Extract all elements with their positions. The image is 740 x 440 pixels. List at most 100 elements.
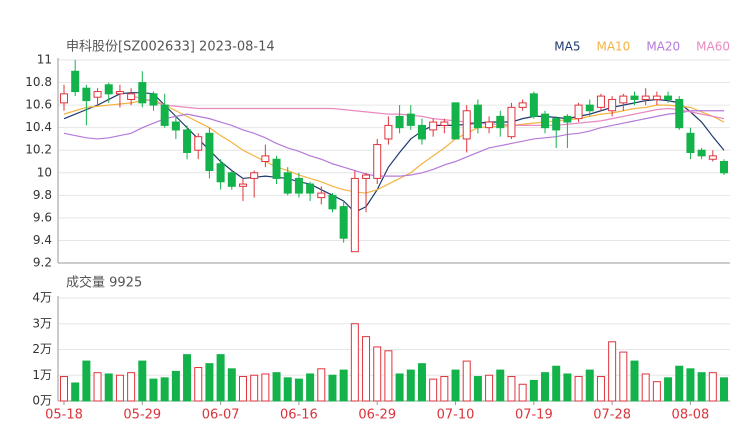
y-tick-label: 0万 bbox=[32, 394, 52, 408]
candle-body bbox=[283, 172, 292, 194]
candle-body bbox=[261, 155, 270, 163]
candle-body bbox=[697, 149, 706, 157]
volume-bar bbox=[317, 368, 326, 402]
volume-bar bbox=[429, 378, 438, 402]
candle-body bbox=[507, 106, 516, 138]
candle-body bbox=[406, 113, 415, 126]
volume-bar bbox=[485, 374, 494, 402]
y-tick-label: 9.6 bbox=[33, 210, 52, 224]
volume-bar bbox=[272, 372, 281, 402]
volume-bar bbox=[294, 378, 303, 402]
volume-bar bbox=[115, 374, 124, 402]
volume-bar bbox=[362, 336, 371, 402]
x-tick-label: 07-28 bbox=[593, 408, 631, 423]
volume-bar bbox=[350, 323, 359, 402]
x-tick-label: 07-19 bbox=[515, 408, 553, 423]
candle-body bbox=[104, 84, 113, 95]
y-tick-label: 11 bbox=[37, 53, 52, 67]
volume-bar bbox=[60, 376, 68, 402]
candle-body bbox=[641, 95, 650, 100]
volume-bar bbox=[194, 367, 203, 402]
volume-bar bbox=[641, 373, 650, 402]
candle-body bbox=[127, 93, 136, 100]
candle-body bbox=[317, 192, 326, 199]
volume-bar bbox=[250, 374, 259, 402]
volume-bar bbox=[585, 369, 594, 402]
y-tick-label: 2万 bbox=[32, 342, 52, 356]
x-tick-label: 05-18 bbox=[45, 408, 83, 423]
volume-bar bbox=[127, 372, 136, 402]
candle-body bbox=[238, 183, 247, 187]
candle-body bbox=[708, 155, 717, 160]
candle-body bbox=[194, 136, 203, 151]
ma-line bbox=[131, 95, 725, 127]
candle-body bbox=[373, 144, 382, 179]
y-tick-label: 10.4 bbox=[25, 120, 52, 134]
volume-bar bbox=[93, 372, 102, 402]
candle-body bbox=[462, 110, 471, 140]
candle-body bbox=[429, 121, 438, 131]
volume-bar bbox=[675, 365, 684, 402]
volume-bar bbox=[563, 373, 572, 402]
x-tick-label: 05-29 bbox=[123, 408, 161, 423]
volume-bar bbox=[238, 376, 247, 402]
y-tick-label: 4万 bbox=[32, 291, 52, 305]
candle-body bbox=[608, 98, 617, 112]
volume-bar bbox=[216, 354, 225, 402]
x-tick-label: 07-10 bbox=[437, 408, 475, 423]
volume-bar bbox=[473, 376, 482, 402]
volume-bar bbox=[552, 365, 561, 402]
candle-body bbox=[216, 163, 225, 183]
candle-body bbox=[619, 95, 628, 104]
candle-body bbox=[384, 124, 393, 140]
volume-bar bbox=[283, 377, 292, 402]
legend-entry: MA60 bbox=[696, 40, 730, 54]
volume-bar bbox=[697, 372, 706, 402]
candle-body bbox=[205, 132, 214, 172]
volume-bar bbox=[373, 346, 382, 402]
legend-entry: MA10 bbox=[596, 40, 630, 54]
candle-body bbox=[115, 91, 124, 95]
volume-bar bbox=[138, 360, 147, 402]
volume-bar bbox=[451, 369, 460, 402]
x-tick-label: 06-29 bbox=[358, 408, 396, 423]
volume-bar bbox=[71, 382, 80, 402]
candle-body bbox=[82, 87, 91, 102]
candle-body bbox=[417, 124, 426, 140]
volume-bar bbox=[619, 351, 628, 402]
volume-bar bbox=[529, 379, 538, 402]
candle-body bbox=[652, 95, 661, 100]
candle-body bbox=[350, 177, 359, 253]
volume-bar bbox=[574, 376, 583, 402]
candle-body bbox=[328, 194, 337, 210]
chart-title: 申科股份[SZ002633] 2023-08-14 bbox=[66, 40, 275, 55]
volume-bar bbox=[708, 372, 717, 402]
candle-body bbox=[664, 95, 673, 100]
candle-body bbox=[227, 172, 236, 187]
volume-bar bbox=[596, 376, 605, 402]
legend-entry: MA5 bbox=[554, 40, 580, 54]
volume-bar bbox=[227, 368, 236, 402]
x-tick-label: 06-07 bbox=[202, 408, 240, 423]
candle-body bbox=[250, 172, 259, 179]
y-tick-label: 10.6 bbox=[25, 98, 52, 112]
candle-body bbox=[451, 102, 460, 140]
x-tick-label: 06-16 bbox=[280, 408, 318, 423]
y-tick-label: 9.4 bbox=[33, 233, 52, 247]
volume-bar bbox=[149, 378, 158, 402]
candle-body bbox=[686, 132, 695, 153]
candle-body bbox=[585, 104, 594, 112]
candle-body bbox=[71, 70, 80, 93]
volume-bar bbox=[183, 354, 192, 402]
volume-bar bbox=[496, 369, 505, 402]
volume-bar bbox=[306, 373, 315, 402]
ma-line bbox=[63, 98, 725, 194]
candle-body bbox=[574, 104, 583, 120]
candle-body bbox=[171, 121, 180, 131]
y-tick-label: 10 bbox=[37, 165, 52, 179]
y-tick-label: 9.8 bbox=[33, 188, 52, 202]
volume-bar bbox=[652, 381, 661, 402]
candle-body bbox=[160, 104, 169, 126]
volume-title: 成交量 9925 bbox=[66, 275, 142, 291]
volume-bar bbox=[720, 377, 728, 402]
